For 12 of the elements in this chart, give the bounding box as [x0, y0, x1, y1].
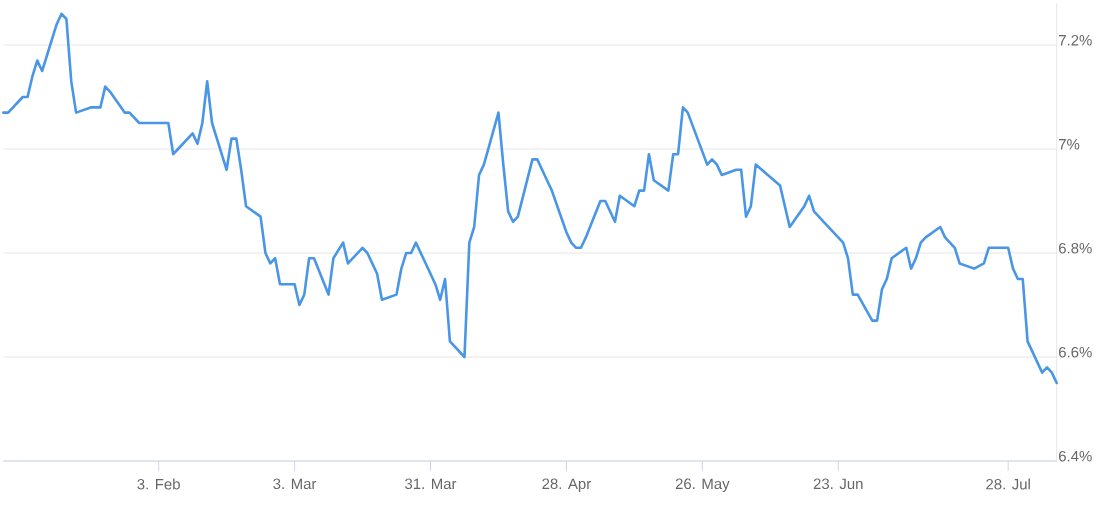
- y-tick-label: 6.8%: [1059, 242, 1092, 254]
- y-tick-label: 6.4%: [1059, 450, 1092, 462]
- x-tick-label: 3. Mar: [273, 478, 317, 490]
- x-tick-label: 3. Feb: [137, 478, 180, 490]
- x-tick-label: 31. Mar: [405, 478, 457, 490]
- x-tick-label: 26. May: [675, 478, 730, 493]
- y-tick-label: 7%: [1059, 139, 1080, 150]
- y-tick-label: 7.2%: [1059, 34, 1092, 46]
- y-tick-label: 6.6%: [1059, 346, 1092, 358]
- x-tick-label: 28. Apr: [542, 478, 591, 493]
- x-tick-label: 28. Jul: [986, 478, 1030, 490]
- x-tick-label: 23. Jun: [813, 478, 863, 490]
